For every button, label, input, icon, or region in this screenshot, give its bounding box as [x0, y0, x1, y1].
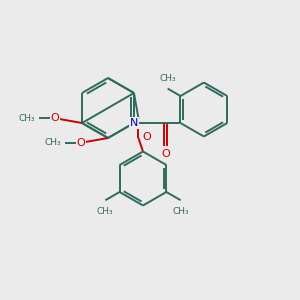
Text: CH₃: CH₃	[159, 74, 176, 83]
Text: CH₃: CH₃	[18, 114, 35, 123]
Text: O: O	[76, 137, 85, 148]
Text: CH₃: CH₃	[97, 207, 114, 216]
Text: N: N	[130, 118, 138, 128]
Text: CH₃: CH₃	[172, 207, 189, 216]
Text: O: O	[51, 113, 59, 124]
Text: O: O	[161, 149, 170, 159]
Text: O: O	[142, 131, 151, 142]
Text: CH₃: CH₃	[44, 138, 61, 147]
